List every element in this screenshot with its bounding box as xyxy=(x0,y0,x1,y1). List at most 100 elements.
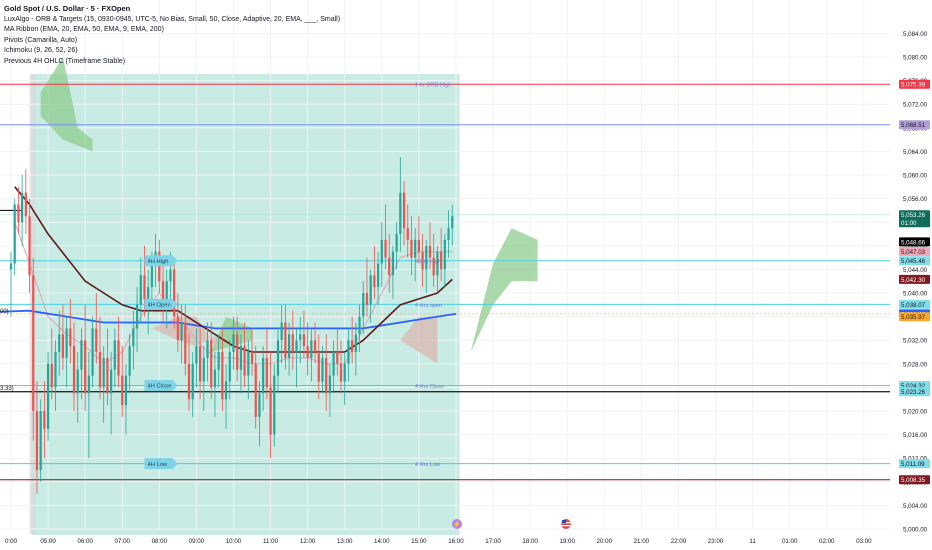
candle xyxy=(46,352,50,441)
time-tick: 0:00 xyxy=(5,538,18,545)
candle xyxy=(287,322,291,376)
candle-body xyxy=(217,352,220,370)
candle xyxy=(187,334,191,411)
price-label-text: 5,075.39 xyxy=(901,82,926,89)
event-icon-lightning[interactable]: ⚡ xyxy=(452,519,462,529)
candle-body xyxy=(21,192,24,223)
candle xyxy=(410,216,413,276)
time-tick: 20:00 xyxy=(597,538,613,545)
candle xyxy=(339,340,343,394)
time-axis: 0:00 05:00 06:00 07:00 08:00 09:00 10:00 11:00 1… xyxy=(5,538,872,545)
candle-body xyxy=(195,346,198,364)
candle-body xyxy=(143,275,146,299)
price-tick: 5,016.00 xyxy=(903,432,928,439)
candle-body xyxy=(258,393,261,417)
price-label-text: 5,068.51 xyxy=(901,122,926,129)
candle xyxy=(306,322,309,376)
candle-body xyxy=(313,340,317,352)
level-label: 4 Hrs Close xyxy=(415,384,444,390)
candle-body xyxy=(421,251,424,270)
candle-body xyxy=(273,375,276,435)
candle-body xyxy=(291,334,294,352)
candle xyxy=(195,328,198,388)
level-tag xyxy=(144,298,178,310)
candle-body xyxy=(332,352,335,376)
candle xyxy=(399,157,402,252)
candle-body xyxy=(113,340,116,370)
indicator-orb[interactable]: LuxAlgo - ORB & Targets (15, 0930-0945, … xyxy=(4,15,341,23)
price-tick: 5,032.00 xyxy=(903,338,928,345)
indicator-4h-ohlc[interactable]: Previous 4H OHLC (Timeframe Stable) xyxy=(4,57,126,65)
candle-body xyxy=(228,352,231,382)
candle-body xyxy=(210,340,213,388)
candle xyxy=(13,198,16,276)
candle xyxy=(76,352,79,423)
time-tick: 16:00 xyxy=(448,538,464,545)
candle xyxy=(24,169,27,234)
candle xyxy=(43,381,46,459)
price-tick: 5,080.00 xyxy=(903,55,928,62)
indicator-pivots[interactable]: Pivots (Camarilla, Auto) xyxy=(4,36,78,44)
candle-body xyxy=(180,322,183,341)
candle xyxy=(362,281,365,335)
candle xyxy=(428,222,432,270)
candle xyxy=(325,334,328,411)
price-tick: 5,084.00 xyxy=(903,31,928,38)
candle xyxy=(202,346,205,411)
candle-body xyxy=(325,357,328,394)
candle xyxy=(269,352,272,459)
candle xyxy=(243,322,246,388)
candle-body xyxy=(317,352,320,382)
price-label-bg xyxy=(899,299,930,309)
time-tick: 07:00 xyxy=(114,538,130,545)
price-tick: 5,000.00 xyxy=(903,527,928,534)
candle xyxy=(72,322,76,411)
candle-body xyxy=(250,352,254,364)
price-label-bg xyxy=(899,475,930,485)
candle-body xyxy=(280,322,283,341)
candle-body xyxy=(414,239,417,258)
level-tag xyxy=(144,255,178,267)
candle-body xyxy=(269,387,272,435)
partial-label-left-2: 3.33) xyxy=(0,386,14,392)
indicator-ichimoku[interactable]: Ichimoku (9, 26, 52, 26) xyxy=(4,47,78,54)
candle xyxy=(50,328,53,400)
flag-us-icon[interactable] xyxy=(561,519,571,529)
price-label-bg xyxy=(899,274,930,284)
price-label-text: 5,011.09 xyxy=(901,461,925,468)
price-tick: 5,048.00 xyxy=(903,243,928,250)
price-label-text: 5,053.26 xyxy=(901,212,926,219)
candle-body xyxy=(91,328,94,376)
candle-body xyxy=(39,411,42,470)
candle xyxy=(28,198,31,293)
price-tick: 5,040.00 xyxy=(903,291,928,298)
candle xyxy=(132,310,135,370)
candle xyxy=(139,257,142,323)
candle-body xyxy=(287,334,291,358)
level-tag-label: 4H High xyxy=(147,259,168,265)
candle xyxy=(217,334,220,388)
candle xyxy=(265,328,268,400)
time-tick: 15:00 xyxy=(411,538,427,545)
level-tag-label: 4H Close xyxy=(147,384,171,390)
price-tick: 5,020.00 xyxy=(903,409,928,416)
candle xyxy=(250,328,254,376)
price-tick: 5,064.00 xyxy=(903,149,928,156)
level-tags-layer: 4H High 4H Open 4H Close 4H Low xyxy=(144,255,178,470)
price-label-bg xyxy=(899,79,930,89)
time-tick: 22:00 xyxy=(671,538,687,545)
candle xyxy=(224,363,228,429)
candle xyxy=(110,352,113,435)
indicator-ma-ribbon[interactable]: MA Ribbon (EMA, 20, EMA, 50, EMA, 9, EMA… xyxy=(4,26,164,33)
price-label-text: 5,024.32 xyxy=(901,383,926,390)
candle-body xyxy=(95,328,98,352)
symbol-title[interactable]: Gold Spot / U.S. Dollar · 5 · FXOpen xyxy=(4,4,131,13)
candle xyxy=(180,304,183,364)
candle-body xyxy=(87,375,90,394)
price-label-text: 5,038.07 xyxy=(901,302,926,309)
candle-body xyxy=(365,293,369,305)
candle-body xyxy=(410,239,413,258)
time-tick: 10:00 xyxy=(226,538,242,545)
price-label: 5,008.35 xyxy=(899,475,930,485)
